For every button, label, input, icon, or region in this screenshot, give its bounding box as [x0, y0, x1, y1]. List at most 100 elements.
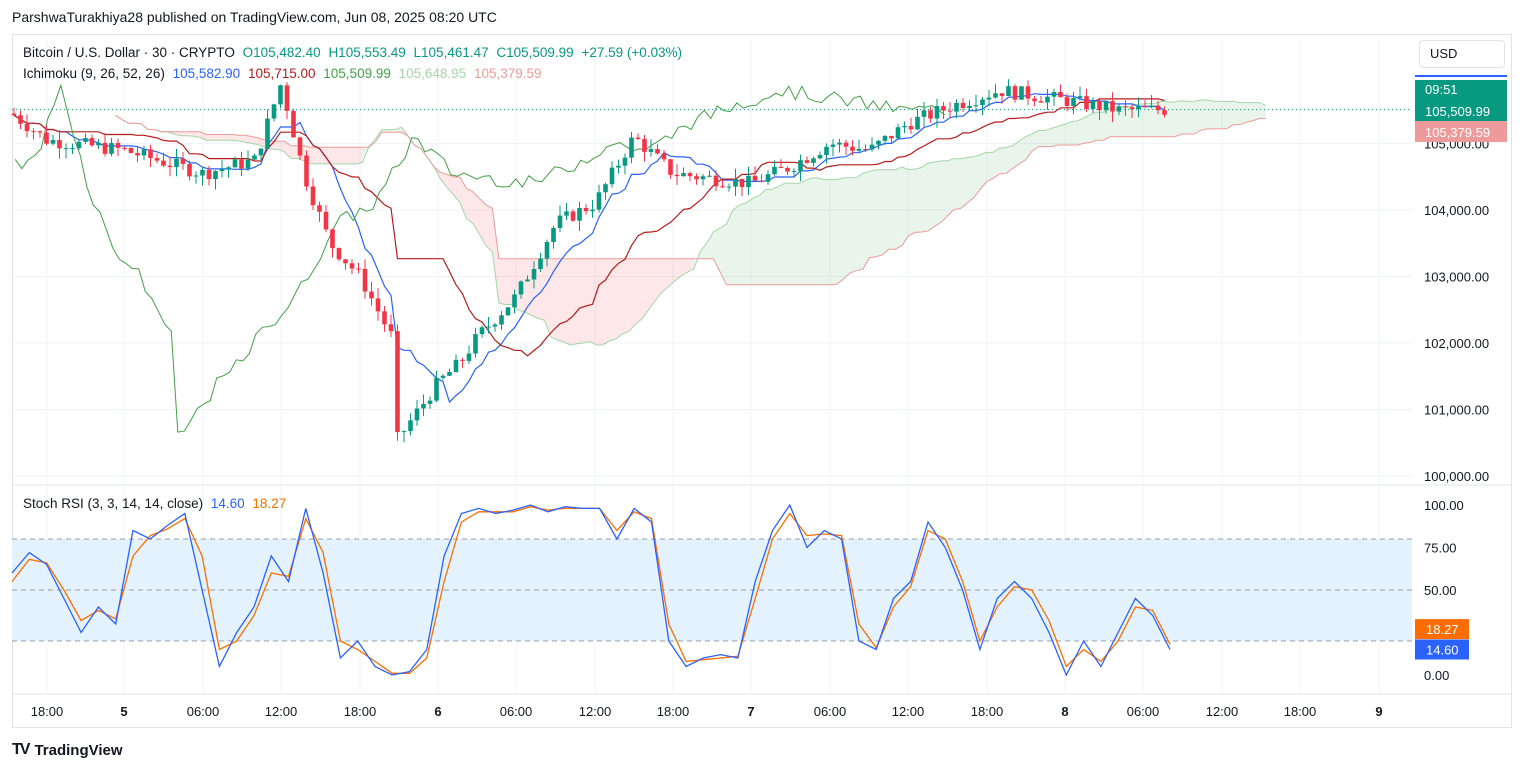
candle-body[interactable] [551, 227, 556, 243]
candle-body[interactable] [226, 167, 231, 170]
candle-body[interactable] [180, 158, 186, 164]
candle-body[interactable] [219, 169, 225, 172]
candle-body[interactable] [791, 170, 797, 172]
candle-body[interactable] [811, 158, 816, 163]
candle-body[interactable] [934, 106, 940, 119]
candle-body[interactable] [349, 263, 355, 269]
candle-body[interactable] [856, 148, 862, 151]
candle-body[interactable] [421, 403, 426, 409]
candle-body[interactable] [960, 102, 966, 108]
candle-body[interactable] [531, 268, 537, 280]
time-tick-label[interactable]: 12:00 [892, 704, 925, 719]
candle-body[interactable] [1155, 105, 1161, 111]
candle-body[interactable] [590, 209, 595, 212]
time-tick-label[interactable]: 18:00 [31, 704, 64, 719]
candle-body[interactable] [1064, 97, 1070, 107]
candle-body[interactable] [661, 153, 667, 160]
candle-body[interactable] [518, 281, 524, 295]
candle-body[interactable] [941, 106, 946, 111]
candle-body[interactable] [278, 85, 283, 105]
candle-body[interactable] [726, 186, 732, 188]
time-tick-label[interactable]: 5 [120, 704, 127, 719]
candle-body[interactable] [596, 192, 602, 210]
time-tick-label[interactable]: 06:00 [814, 704, 847, 719]
candle-body[interactable] [76, 141, 82, 149]
candle-body[interactable] [232, 159, 238, 168]
candle-body[interactable] [323, 211, 329, 230]
candle-body[interactable] [889, 135, 894, 139]
candle-body[interactable] [1071, 98, 1076, 107]
candle-body[interactable] [96, 142, 101, 146]
candle-body[interactable] [973, 105, 979, 107]
candle-body[interactable] [102, 142, 108, 154]
candle-body[interactable] [70, 148, 75, 150]
candle-body[interactable] [752, 175, 758, 181]
time-tick-label[interactable]: 06:00 [500, 704, 533, 719]
candle-body[interactable] [1123, 106, 1128, 108]
candle-body[interactable] [369, 291, 374, 299]
candle-body[interactable] [986, 97, 992, 100]
candle-body[interactable] [863, 148, 868, 150]
candle-body[interactable] [414, 408, 420, 421]
candle-body[interactable] [252, 155, 257, 160]
candle-body[interactable] [512, 294, 517, 308]
candle-body[interactable] [135, 152, 140, 156]
candle-body[interactable] [330, 229, 335, 249]
candle-body[interactable] [453, 359, 459, 373]
candle-body[interactable] [843, 142, 849, 147]
candle-body[interactable] [271, 104, 277, 119]
time-tick-label[interactable]: 7 [747, 704, 754, 719]
candle-body[interactable] [778, 166, 784, 168]
candle-body[interactable] [635, 137, 641, 139]
candle-body[interactable] [713, 175, 719, 187]
candle-body[interactable] [642, 138, 647, 152]
candle-body[interactable] [1077, 96, 1083, 99]
candle-body[interactable] [362, 268, 368, 292]
candle-body[interactable] [187, 163, 192, 177]
candle-body[interactable] [544, 242, 550, 259]
candle-body[interactable] [434, 377, 439, 401]
candle-body[interactable] [343, 259, 348, 264]
candle-body[interactable] [1006, 86, 1011, 96]
candle-body[interactable] [1051, 92, 1057, 97]
candle-body[interactable] [1090, 101, 1096, 109]
candle-body[interactable] [499, 315, 504, 325]
candle-body[interactable] [707, 175, 712, 177]
time-tick-label[interactable]: 18:00 [1284, 704, 1317, 719]
candle-body[interactable] [310, 186, 316, 206]
tradingview-branding[interactable]: TV TradingView [12, 741, 123, 759]
candle-body[interactable] [616, 165, 621, 168]
time-axis[interactable]: 18:00 5 06:00 12:00 18:00 6 06:00 12:00 18:00 7 06… [31, 704, 1383, 719]
candle-body[interactable] [999, 93, 1005, 96]
candle-body[interactable] [265, 118, 270, 149]
candle-body[interactable] [1110, 101, 1115, 112]
candle-body[interactable] [44, 132, 49, 144]
candle-body[interactable] [473, 334, 478, 354]
time-tick-label[interactable]: 18:00 [657, 704, 690, 719]
candle-body[interactable] [980, 99, 985, 106]
candle-body[interactable] [1058, 92, 1063, 98]
candle-body[interactable] [746, 175, 751, 188]
candle-body[interactable] [375, 298, 381, 312]
candle-body[interactable] [687, 173, 693, 177]
candle-body[interactable] [200, 169, 205, 176]
candle-body[interactable] [629, 137, 634, 158]
candle-body[interactable] [356, 268, 361, 270]
candle-body[interactable] [258, 148, 264, 156]
candle-body[interactable] [668, 159, 673, 175]
candle-body[interactable] [109, 142, 114, 154]
time-tick-label[interactable]: 6 [434, 704, 441, 719]
candle-body[interactable] [395, 331, 400, 433]
candle-body[interactable] [122, 147, 127, 149]
candle-body[interactable] [11, 113, 17, 116]
candle-body[interactable] [388, 324, 394, 332]
candle-body[interactable] [739, 178, 745, 188]
candle-body[interactable] [161, 160, 166, 166]
candle-body[interactable] [31, 131, 36, 133]
candle-body[interactable] [674, 174, 680, 177]
stoch-legend[interactable]: Stoch RSI (3, 3, 14, 14, close) 14.60 18… [23, 496, 290, 511]
candle-body[interactable] [245, 159, 251, 169]
candle-body[interactable] [869, 144, 875, 150]
candle-body[interactable] [837, 142, 842, 145]
